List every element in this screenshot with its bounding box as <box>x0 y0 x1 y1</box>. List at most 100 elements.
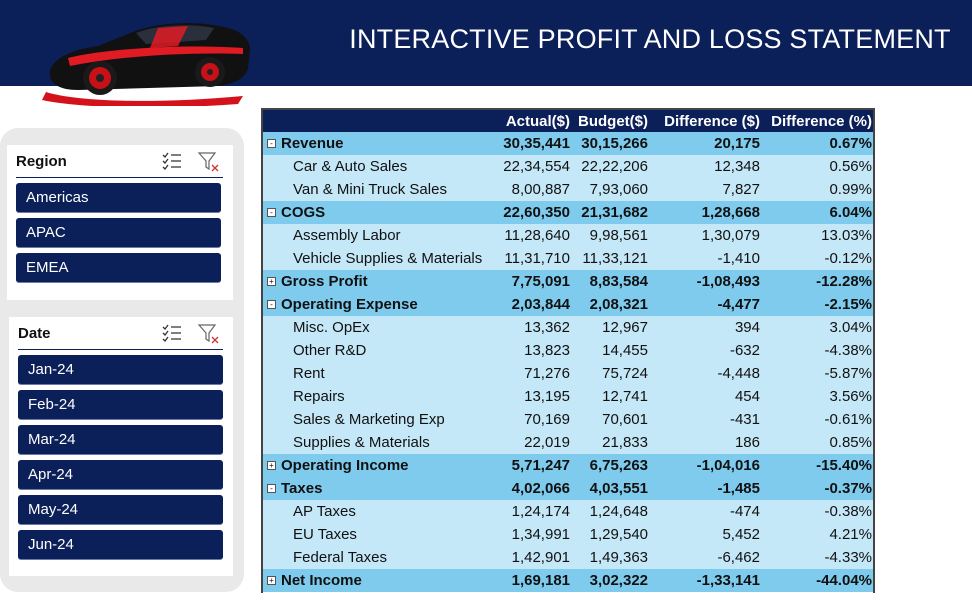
cell-difference: -1,08,493 <box>651 270 763 293</box>
column-header-actual[interactable]: Actual($) <box>495 110 573 132</box>
table-section-row[interactable]: + Gross Profit 7,75,091 8,83,584 -1,08,493 -1… <box>263 270 873 293</box>
table-row: Federal Taxes 1,42,901 1,49,363 -6,462 -4.33… <box>263 546 873 569</box>
row-label-cell: Supplies & Materials <box>263 431 495 454</box>
row-label: Revenue <box>281 135 344 152</box>
table-row: Other R&D 13,823 14,455 -632 -4.38% <box>263 339 873 362</box>
row-label: Assembly Labor <box>293 227 401 244</box>
date-item-apr-24[interactable]: Apr-24 <box>18 460 223 490</box>
cell-difference-pct: -5.87% <box>763 362 873 385</box>
cell-difference: -1,04,016 <box>651 454 763 477</box>
row-label-cell: Van & Mini Truck Sales <box>263 178 495 201</box>
date-item-jan-24[interactable]: Jan-24 <box>18 355 223 385</box>
header-banner: INTERACTIVE PROFIT AND LOSS STATEMENT <box>0 0 972 106</box>
cell-actual: 22,34,554 <box>495 155 573 178</box>
cell-difference: 454 <box>651 385 763 408</box>
row-label: Net Income <box>281 572 362 589</box>
cell-budget: 75,724 <box>573 362 651 385</box>
table-row: Sales & Marketing Exp 70,169 70,601 -431 -0.… <box>263 408 873 431</box>
row-label-cell: Vehicle Supplies & Materials <box>263 247 495 270</box>
table-section-row[interactable]: - COGS 22,60,350 21,31,682 1,28,668 6.04% <box>263 201 873 224</box>
cell-difference: 12,348 <box>651 155 763 178</box>
region-slicer-title: Region <box>16 153 67 170</box>
cell-difference: 394 <box>651 316 763 339</box>
row-label: Taxes <box>281 480 323 497</box>
cell-difference-pct: -4.33% <box>763 546 873 569</box>
clear-filter-icon[interactable] <box>197 151 221 173</box>
column-header-difference[interactable]: Difference ($) <box>651 110 763 132</box>
expand-icon[interactable]: + <box>267 576 276 585</box>
multi-select-icon[interactable] <box>161 151 183 171</box>
row-label-cell: Other R&D <box>263 339 495 362</box>
row-label: Operating Income <box>281 457 409 474</box>
multi-select-icon[interactable] <box>161 323 183 343</box>
cell-difference: 5,452 <box>651 523 763 546</box>
date-item-feb-24[interactable]: Feb-24 <box>18 390 223 420</box>
date-item-may-24[interactable]: May-24 <box>18 495 223 525</box>
region-item-apac[interactable]: APAC <box>16 218 221 248</box>
cell-difference-pct: 4.21% <box>763 523 873 546</box>
cell-difference: -1,33,141 <box>651 569 763 592</box>
cell-budget: 1,29,540 <box>573 523 651 546</box>
table-section-row[interactable]: + Operating Income 5,71,247 6,75,263 -1,04,0… <box>263 454 873 477</box>
cell-actual: 22,019 <box>495 431 573 454</box>
table-section-row[interactable]: - Taxes 4,02,066 4,03,551 -1,485 -0.37% <box>263 477 873 500</box>
table-section-row[interactable]: - Revenue 30,35,441 30,15,266 20,175 0.67% <box>263 132 873 155</box>
collapse-icon[interactable]: - <box>267 484 276 493</box>
date-slicer-header: Date <box>18 323 223 350</box>
row-label: AP Taxes <box>293 503 356 520</box>
row-label-cell: EU Taxes <box>263 523 495 546</box>
cell-actual: 13,362 <box>495 316 573 339</box>
collapse-icon[interactable]: - <box>267 300 276 309</box>
cell-budget: 70,601 <box>573 408 651 431</box>
cell-actual: 22,60,350 <box>495 201 573 224</box>
table-section-row[interactable]: - Operating Expense 2,03,844 2,08,321 -4,477… <box>263 293 873 316</box>
table-row: Car & Auto Sales 22,34,554 22,22,206 12,348… <box>263 155 873 178</box>
cell-difference: 1,28,668 <box>651 201 763 224</box>
cell-actual: 4,02,066 <box>495 477 573 500</box>
cell-difference: -1,485 <box>651 477 763 500</box>
cell-budget: 12,967 <box>573 316 651 339</box>
collapse-icon[interactable]: - <box>267 208 276 217</box>
date-item-jun-24[interactable]: Jun-24 <box>18 530 223 560</box>
cell-budget: 2,08,321 <box>573 293 651 316</box>
cell-difference-pct: 0.56% <box>763 155 873 178</box>
pnl-table-container: Actual($) Budget($) Difference ($) Diffe… <box>261 108 875 593</box>
row-label: Misc. OpEx <box>293 319 370 336</box>
row-label-cell: + Operating Income <box>263 454 495 477</box>
cell-difference-pct: -4.38% <box>763 339 873 362</box>
expand-icon[interactable]: + <box>267 461 276 470</box>
row-label: Repairs <box>293 388 345 405</box>
cell-difference: -4,448 <box>651 362 763 385</box>
cell-difference: -1,410 <box>651 247 763 270</box>
date-item-mar-24[interactable]: Mar-24 <box>18 425 223 455</box>
cell-difference-pct: -0.61% <box>763 408 873 431</box>
cell-difference-pct: -0.37% <box>763 477 873 500</box>
cell-difference: 7,827 <box>651 178 763 201</box>
region-item-americas[interactable]: Americas <box>16 183 221 213</box>
row-label: Rent <box>293 365 325 382</box>
column-header-budget[interactable]: Budget($) <box>573 110 651 132</box>
row-label: Supplies & Materials <box>293 434 430 451</box>
table-row: Rent 71,276 75,724 -4,448 -5.87% <box>263 362 873 385</box>
region-slicer: Region Americas APAC EMEA <box>7 145 233 300</box>
cell-actual: 1,42,901 <box>495 546 573 569</box>
table-row: Van & Mini Truck Sales 8,00,887 7,93,060 7,… <box>263 178 873 201</box>
cell-difference-pct: -44.04% <box>763 569 873 592</box>
region-item-emea[interactable]: EMEA <box>16 253 221 283</box>
column-header-difference-pct[interactable]: Difference (%) <box>763 110 873 132</box>
cell-difference: -632 <box>651 339 763 362</box>
region-slicer-icons <box>161 151 223 173</box>
cell-actual: 5,71,247 <box>495 454 573 477</box>
row-label-cell: Sales & Marketing Exp <box>263 408 495 431</box>
expand-icon[interactable]: + <box>267 277 276 286</box>
cell-difference-pct: -0.38% <box>763 500 873 523</box>
table-section-row[interactable]: + Net Income 1,69,181 3,02,322 -1,33,141 -44.… <box>263 569 873 592</box>
row-label-cell: Car & Auto Sales <box>263 155 495 178</box>
clear-filter-icon[interactable] <box>197 323 221 345</box>
cell-budget: 21,31,682 <box>573 201 651 224</box>
collapse-icon[interactable]: - <box>267 139 276 148</box>
cell-actual: 2,03,844 <box>495 293 573 316</box>
cell-difference: -6,462 <box>651 546 763 569</box>
cell-actual: 7,75,091 <box>495 270 573 293</box>
cell-difference-pct: 0.67% <box>763 132 873 155</box>
